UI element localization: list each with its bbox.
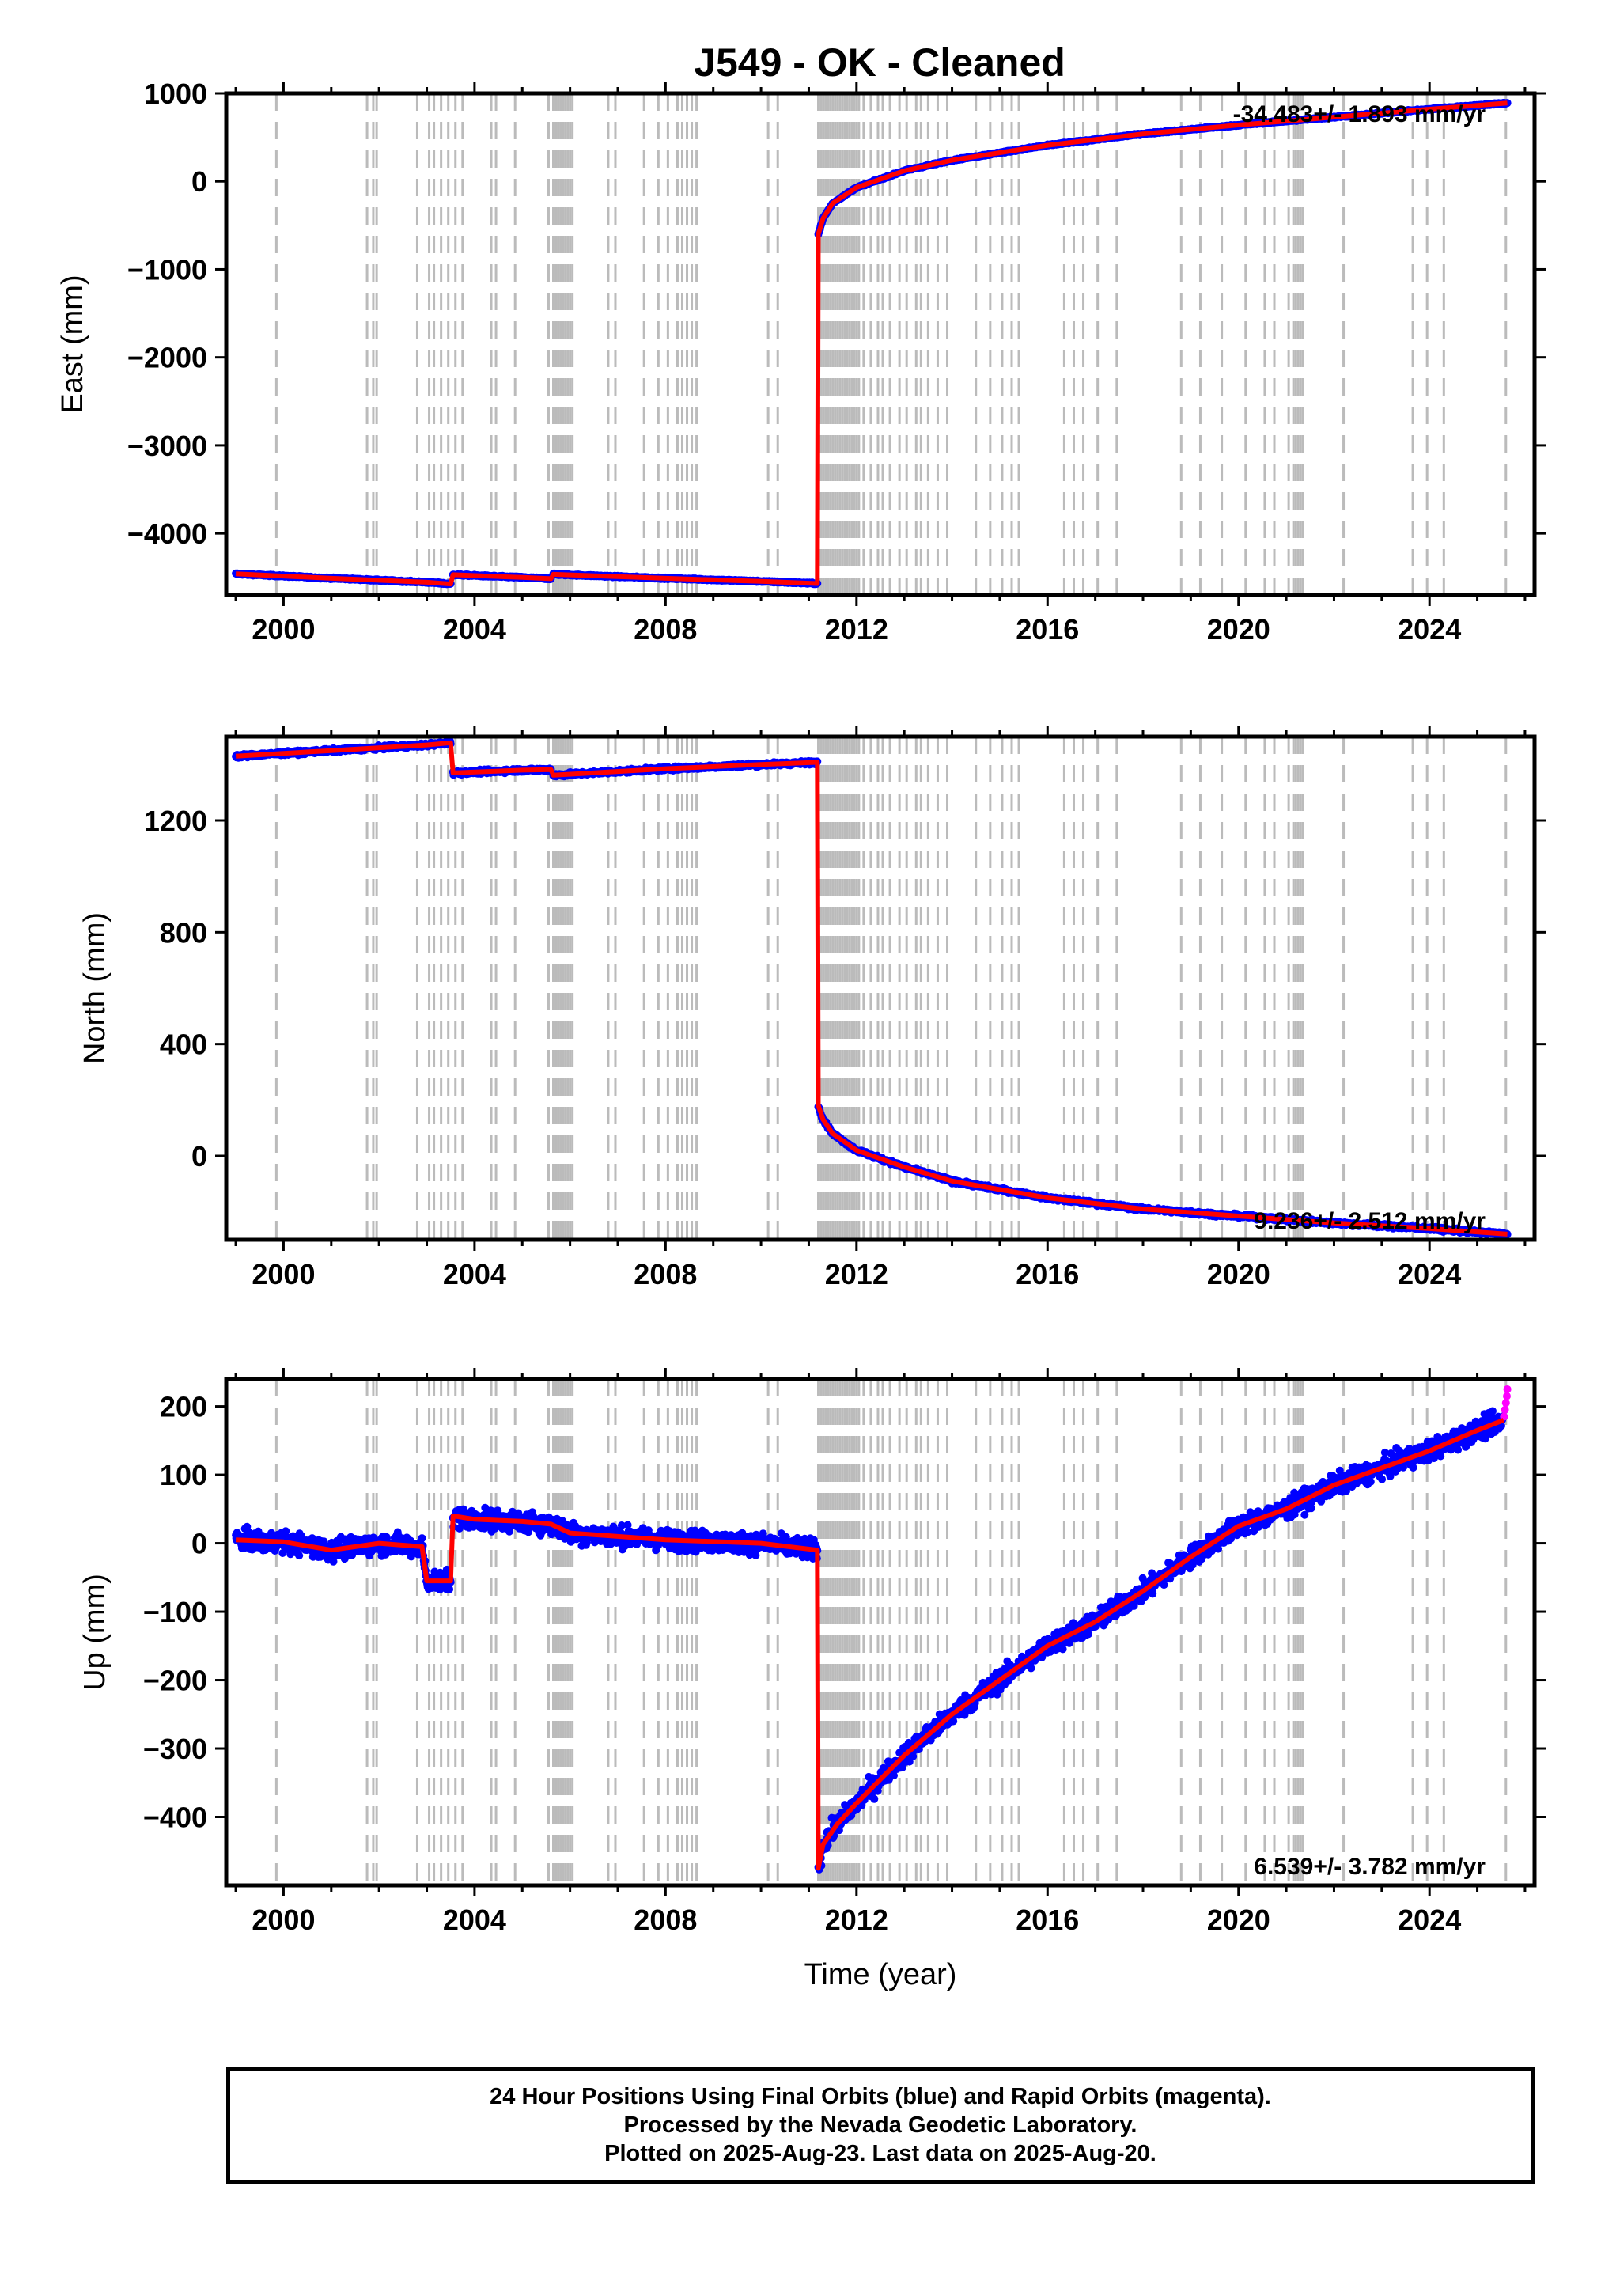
plot-frame-east	[224, 91, 1537, 597]
y-axis-label-east: East (mm)	[56, 275, 89, 413]
y-tick-label: 0	[191, 165, 207, 198]
plot-area-east	[232, 93, 1512, 595]
x-tick-label: 2024	[1398, 613, 1461, 646]
x-tick-label: 2016	[1016, 613, 1079, 646]
chart-title: J549 - OK - Cleaned	[694, 40, 1065, 85]
x-tick-label: 2008	[634, 613, 697, 646]
y-tick-label: −4000	[127, 517, 207, 550]
plot-area-north	[232, 737, 1512, 1240]
rate-annotation-east: -34.483+/- 1.893 mm/yr	[1233, 101, 1486, 127]
x-tick-label: 2004	[443, 613, 506, 646]
y-tick-label: −2000	[127, 342, 207, 374]
x-tick-label: 2020	[1207, 613, 1270, 646]
y-tick-label: −3000	[127, 430, 207, 462]
model-line-east	[235, 100, 1508, 587]
y-tick-label: −1000	[127, 253, 207, 286]
panel-north: 2000 2004 2008 2012 2016 2020 202412008004000N…	[78, 726, 1546, 1290]
x-tick-label: 2000	[252, 613, 315, 646]
panels-layer: 2000 2004 2008 2012 2016 2020 2024 1000 0 −1000 −2…	[56, 78, 1546, 1991]
y-tick-label: 1000	[144, 78, 207, 110]
panel-east: 2000 2004 2008 2012 2016 2020 2024 1000 0 −1000 −2…	[56, 78, 1546, 646]
final-orbit-points-east	[232, 98, 1512, 589]
x-tick-label: 2012	[825, 613, 888, 646]
